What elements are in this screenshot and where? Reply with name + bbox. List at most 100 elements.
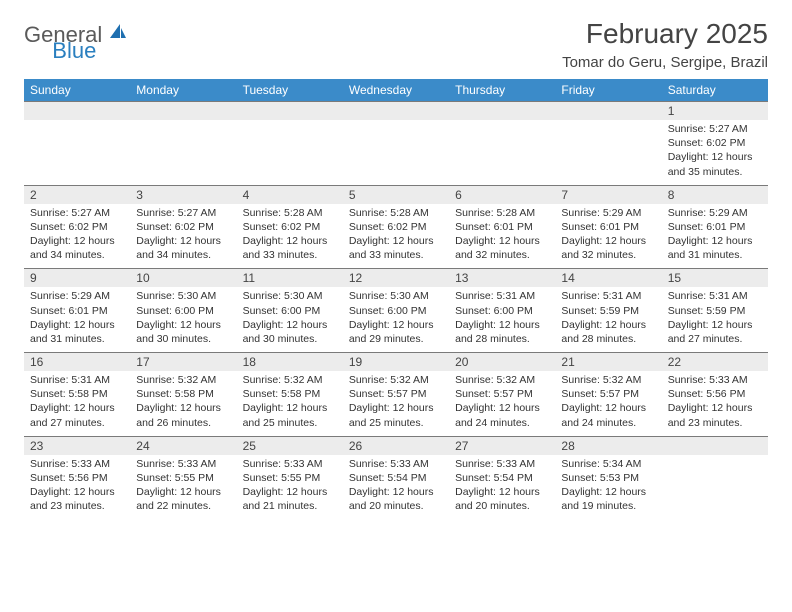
calendar-day-cell: 22Sunrise: 5:33 AMSunset: 5:56 PMDayligh… <box>662 353 768 437</box>
sunset-text: Sunset: 5:54 PM <box>349 471 443 485</box>
weekday-header: Wednesday <box>343 79 449 102</box>
day-number: 13 <box>449 269 555 287</box>
day-body <box>555 120 661 178</box>
daylight-text: Daylight: 12 hours and 30 minutes. <box>136 318 230 346</box>
day-number: 18 <box>237 353 343 371</box>
day-body: Sunrise: 5:32 AMSunset: 5:58 PMDaylight:… <box>237 371 343 436</box>
daylight-text: Daylight: 12 hours and 22 minutes. <box>136 485 230 513</box>
day-body <box>24 120 130 178</box>
sunset-text: Sunset: 5:55 PM <box>136 471 230 485</box>
sunrise-text: Sunrise: 5:30 AM <box>349 289 443 303</box>
daylight-text: Daylight: 12 hours and 31 minutes. <box>30 318 124 346</box>
calendar-table: Sunday Monday Tuesday Wednesday Thursday… <box>24 79 768 519</box>
day-number: 7 <box>555 186 661 204</box>
day-body: Sunrise: 5:34 AMSunset: 5:53 PMDaylight:… <box>555 455 661 520</box>
calendar-day-cell: 15Sunrise: 5:31 AMSunset: 5:59 PMDayligh… <box>662 269 768 353</box>
sunset-text: Sunset: 6:01 PM <box>561 220 655 234</box>
calendar-day-cell: 26Sunrise: 5:33 AMSunset: 5:54 PMDayligh… <box>343 436 449 519</box>
day-number: 21 <box>555 353 661 371</box>
daylight-text: Daylight: 12 hours and 35 minutes. <box>668 150 762 178</box>
day-body: Sunrise: 5:31 AMSunset: 5:59 PMDaylight:… <box>662 287 768 352</box>
sunset-text: Sunset: 5:59 PM <box>561 304 655 318</box>
calendar-day-cell: 3Sunrise: 5:27 AMSunset: 6:02 PMDaylight… <box>130 185 236 269</box>
sunset-text: Sunset: 5:57 PM <box>455 387 549 401</box>
sunrise-text: Sunrise: 5:29 AM <box>561 206 655 220</box>
sunset-text: Sunset: 5:54 PM <box>455 471 549 485</box>
daylight-text: Daylight: 12 hours and 33 minutes. <box>349 234 443 262</box>
day-body <box>130 120 236 178</box>
daylight-text: Daylight: 12 hours and 32 minutes. <box>455 234 549 262</box>
sunrise-text: Sunrise: 5:28 AM <box>243 206 337 220</box>
daylight-text: Daylight: 12 hours and 25 minutes. <box>349 401 443 429</box>
day-number: 11 <box>237 269 343 287</box>
calendar-day-cell: 8Sunrise: 5:29 AMSunset: 6:01 PMDaylight… <box>662 185 768 269</box>
calendar-day-cell: 24Sunrise: 5:33 AMSunset: 5:55 PMDayligh… <box>130 436 236 519</box>
daylight-text: Daylight: 12 hours and 33 minutes. <box>243 234 337 262</box>
calendar-day-cell <box>449 102 555 186</box>
calendar-week-row: 23Sunrise: 5:33 AMSunset: 5:56 PMDayligh… <box>24 436 768 519</box>
logo-text-blue: Blue <box>52 40 96 62</box>
calendar-day-cell: 7Sunrise: 5:29 AMSunset: 6:01 PMDaylight… <box>555 185 661 269</box>
sunrise-text: Sunrise: 5:28 AM <box>349 206 443 220</box>
weekday-header: Tuesday <box>237 79 343 102</box>
day-body: Sunrise: 5:32 AMSunset: 5:57 PMDaylight:… <box>449 371 555 436</box>
day-body: Sunrise: 5:31 AMSunset: 6:00 PMDaylight:… <box>449 287 555 352</box>
day-number: 27 <box>449 437 555 455</box>
sunset-text: Sunset: 6:02 PM <box>349 220 443 234</box>
calendar-day-cell <box>237 102 343 186</box>
daylight-text: Daylight: 12 hours and 27 minutes. <box>668 318 762 346</box>
weekday-header-row: Sunday Monday Tuesday Wednesday Thursday… <box>24 79 768 102</box>
calendar-day-cell: 2Sunrise: 5:27 AMSunset: 6:02 PMDaylight… <box>24 185 130 269</box>
sunset-text: Sunset: 6:01 PM <box>455 220 549 234</box>
sunrise-text: Sunrise: 5:31 AM <box>30 373 124 387</box>
calendar-day-cell <box>24 102 130 186</box>
sunrise-text: Sunrise: 5:33 AM <box>136 457 230 471</box>
day-number <box>24 102 130 120</box>
calendar-day-cell: 19Sunrise: 5:32 AMSunset: 5:57 PMDayligh… <box>343 353 449 437</box>
calendar-week-row: 2Sunrise: 5:27 AMSunset: 6:02 PMDaylight… <box>24 185 768 269</box>
sunrise-text: Sunrise: 5:30 AM <box>136 289 230 303</box>
calendar-week-row: 1Sunrise: 5:27 AMSunset: 6:02 PMDaylight… <box>24 102 768 186</box>
day-number: 2 <box>24 186 130 204</box>
sail-icon <box>108 22 128 45</box>
day-body <box>237 120 343 178</box>
daylight-text: Daylight: 12 hours and 28 minutes. <box>455 318 549 346</box>
sunrise-text: Sunrise: 5:32 AM <box>349 373 443 387</box>
sunrise-text: Sunrise: 5:33 AM <box>455 457 549 471</box>
calendar-day-cell <box>555 102 661 186</box>
sunrise-text: Sunrise: 5:33 AM <box>349 457 443 471</box>
calendar-day-cell: 4Sunrise: 5:28 AMSunset: 6:02 PMDaylight… <box>237 185 343 269</box>
day-body: Sunrise: 5:29 AMSunset: 6:01 PMDaylight:… <box>555 204 661 269</box>
weekday-header: Saturday <box>662 79 768 102</box>
sunset-text: Sunset: 5:57 PM <box>349 387 443 401</box>
sunset-text: Sunset: 5:58 PM <box>30 387 124 401</box>
day-body: Sunrise: 5:27 AMSunset: 6:02 PMDaylight:… <box>24 204 130 269</box>
daylight-text: Daylight: 12 hours and 23 minutes. <box>668 401 762 429</box>
calendar-day-cell: 10Sunrise: 5:30 AMSunset: 6:00 PMDayligh… <box>130 269 236 353</box>
day-number: 9 <box>24 269 130 287</box>
calendar-day-cell: 16Sunrise: 5:31 AMSunset: 5:58 PMDayligh… <box>24 353 130 437</box>
sunrise-text: Sunrise: 5:32 AM <box>455 373 549 387</box>
day-body: Sunrise: 5:32 AMSunset: 5:58 PMDaylight:… <box>130 371 236 436</box>
sunrise-text: Sunrise: 5:33 AM <box>243 457 337 471</box>
daylight-text: Daylight: 12 hours and 29 minutes. <box>349 318 443 346</box>
sunset-text: Sunset: 6:00 PM <box>243 304 337 318</box>
daylight-text: Daylight: 12 hours and 19 minutes. <box>561 485 655 513</box>
daylight-text: Daylight: 12 hours and 21 minutes. <box>243 485 337 513</box>
sunrise-text: Sunrise: 5:30 AM <box>243 289 337 303</box>
day-number: 4 <box>237 186 343 204</box>
calendar-week-row: 16Sunrise: 5:31 AMSunset: 5:58 PMDayligh… <box>24 353 768 437</box>
day-body: Sunrise: 5:33 AMSunset: 5:55 PMDaylight:… <box>130 455 236 520</box>
day-number: 17 <box>130 353 236 371</box>
sunset-text: Sunset: 6:02 PM <box>668 136 762 150</box>
daylight-text: Daylight: 12 hours and 20 minutes. <box>349 485 443 513</box>
day-body: Sunrise: 5:33 AMSunset: 5:54 PMDaylight:… <box>343 455 449 520</box>
sunrise-text: Sunrise: 5:29 AM <box>668 206 762 220</box>
sunset-text: Sunset: 6:02 PM <box>136 220 230 234</box>
daylight-text: Daylight: 12 hours and 23 minutes. <box>30 485 124 513</box>
day-body: Sunrise: 5:32 AMSunset: 5:57 PMDaylight:… <box>343 371 449 436</box>
day-body: Sunrise: 5:27 AMSunset: 6:02 PMDaylight:… <box>662 120 768 185</box>
day-number: 14 <box>555 269 661 287</box>
day-body: Sunrise: 5:30 AMSunset: 6:00 PMDaylight:… <box>237 287 343 352</box>
title-block: February 2025 Tomar do Geru, Sergipe, Br… <box>562 18 768 71</box>
